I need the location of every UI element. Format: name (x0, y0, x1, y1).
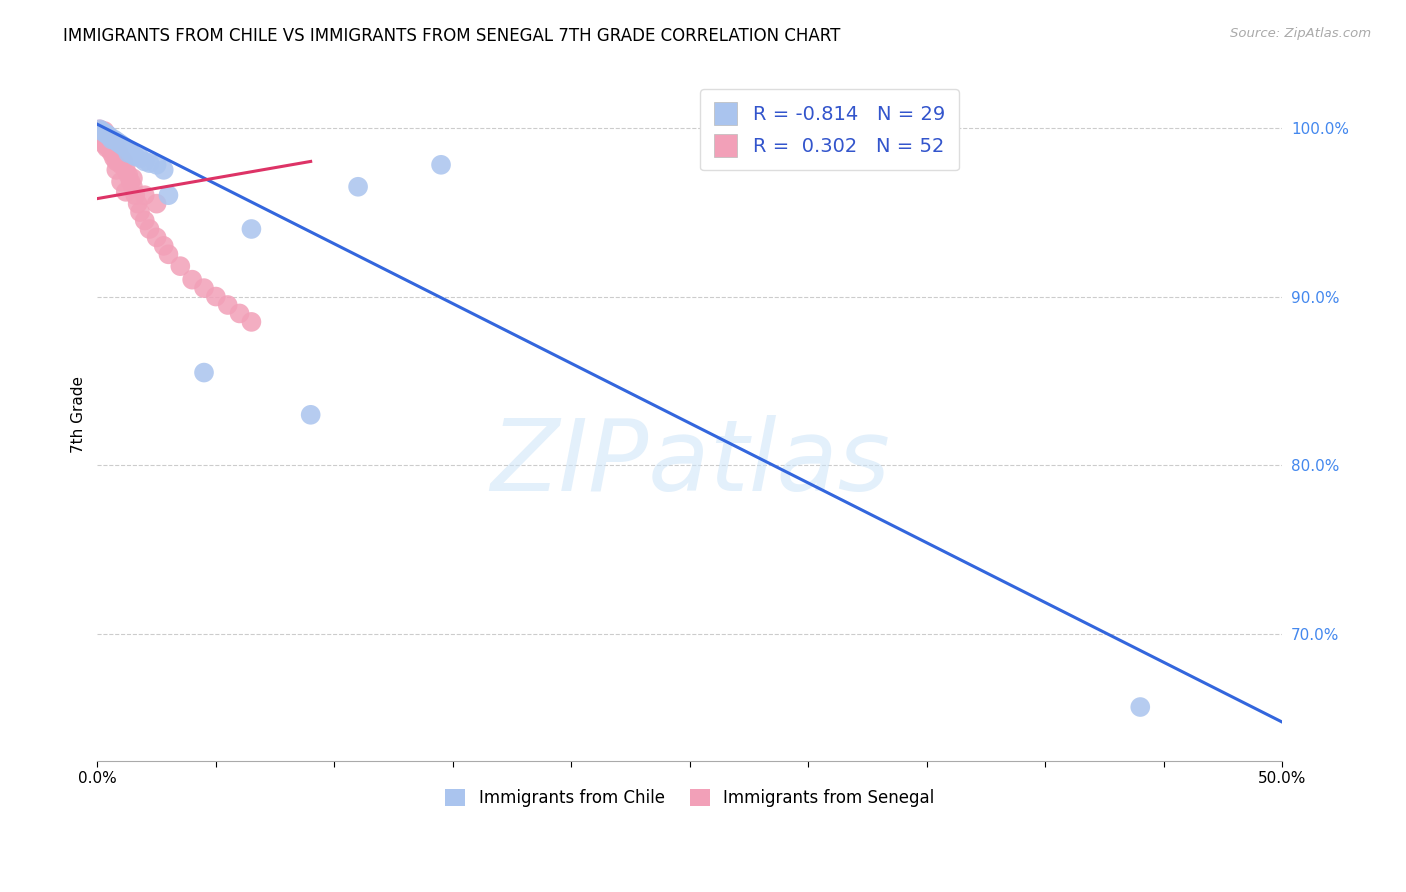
Point (193, 281, 215, 295)
Text: ZIPatlas: ZIPatlas (489, 415, 890, 512)
Point (145, 230, 167, 244)
Point (96, 132, 118, 146)
Point (105, 141, 128, 155)
Point (114, 185, 136, 199)
Y-axis label: 7th Grade: 7th Grade (72, 376, 86, 453)
Point (110, 158, 132, 172)
Point (124, 149, 146, 163)
Point (98, 129, 121, 144)
Point (122, 147, 145, 161)
Point (181, 273, 204, 287)
Point (120, 175, 142, 189)
Point (103, 151, 125, 165)
Text: IMMIGRANTS FROM CHILE VS IMMIGRANTS FROM SENEGAL 7TH GRADE CORRELATION CHART: IMMIGRANTS FROM CHILE VS IMMIGRANTS FROM… (63, 27, 841, 45)
Point (110, 151, 132, 165)
Point (240, 315, 263, 329)
Point (93, 126, 115, 140)
Point (114, 162, 136, 177)
Point (103, 132, 125, 146)
Point (124, 188, 146, 202)
Text: Source: ZipAtlas.com: Source: ZipAtlas.com (1230, 27, 1371, 40)
Point (127, 196, 149, 211)
Point (98, 130, 121, 145)
Point (138, 156, 160, 170)
Point (107, 136, 129, 150)
Point (145, 158, 167, 172)
Point (110, 175, 132, 189)
Point (96, 128, 118, 142)
Point (1129, 700, 1152, 714)
Point (89, 122, 111, 136)
Point (91, 128, 114, 142)
Point (91, 124, 114, 138)
Point (152, 239, 174, 253)
Point (89, 126, 111, 140)
Point (134, 213, 156, 227)
Legend: Immigrants from Chile, Immigrants from Senegal: Immigrants from Chile, Immigrants from S… (437, 780, 942, 815)
Point (96, 128, 118, 142)
Point (105, 134, 128, 148)
Point (105, 154, 128, 169)
Point (100, 146, 122, 161)
Point (169, 259, 191, 273)
Point (299, 408, 322, 422)
Point (91, 128, 114, 142)
Point (347, 179, 370, 194)
Point (122, 179, 145, 194)
Point (797, 146, 820, 161)
Point (93, 134, 115, 148)
Point (114, 141, 136, 155)
Point (129, 151, 152, 165)
Point (112, 154, 135, 169)
Point (103, 137, 125, 152)
Point (107, 146, 129, 161)
Point (134, 154, 156, 169)
Point (98, 141, 121, 155)
Point (217, 298, 239, 312)
Point (157, 188, 180, 202)
Point (134, 188, 156, 202)
Point (100, 134, 122, 148)
Point (122, 171, 145, 186)
Point (93, 132, 115, 146)
Point (100, 132, 122, 146)
Point (112, 139, 135, 153)
Point (117, 146, 139, 161)
Point (93, 129, 115, 144)
Point (110, 137, 132, 152)
Point (105, 162, 128, 177)
Point (96, 141, 118, 155)
Point (430, 158, 453, 172)
Point (120, 146, 142, 161)
Point (240, 222, 263, 236)
Point (138, 222, 160, 236)
Point (91, 124, 114, 138)
Point (93, 137, 115, 152)
Point (98, 141, 121, 155)
Point (91, 130, 114, 145)
Point (93, 124, 115, 138)
Point (89, 122, 111, 136)
Point (145, 196, 167, 211)
Point (152, 162, 174, 177)
Point (228, 306, 250, 320)
Point (205, 289, 228, 303)
Point (129, 205, 152, 219)
Point (157, 247, 180, 261)
Point (193, 366, 215, 380)
Point (117, 168, 139, 182)
